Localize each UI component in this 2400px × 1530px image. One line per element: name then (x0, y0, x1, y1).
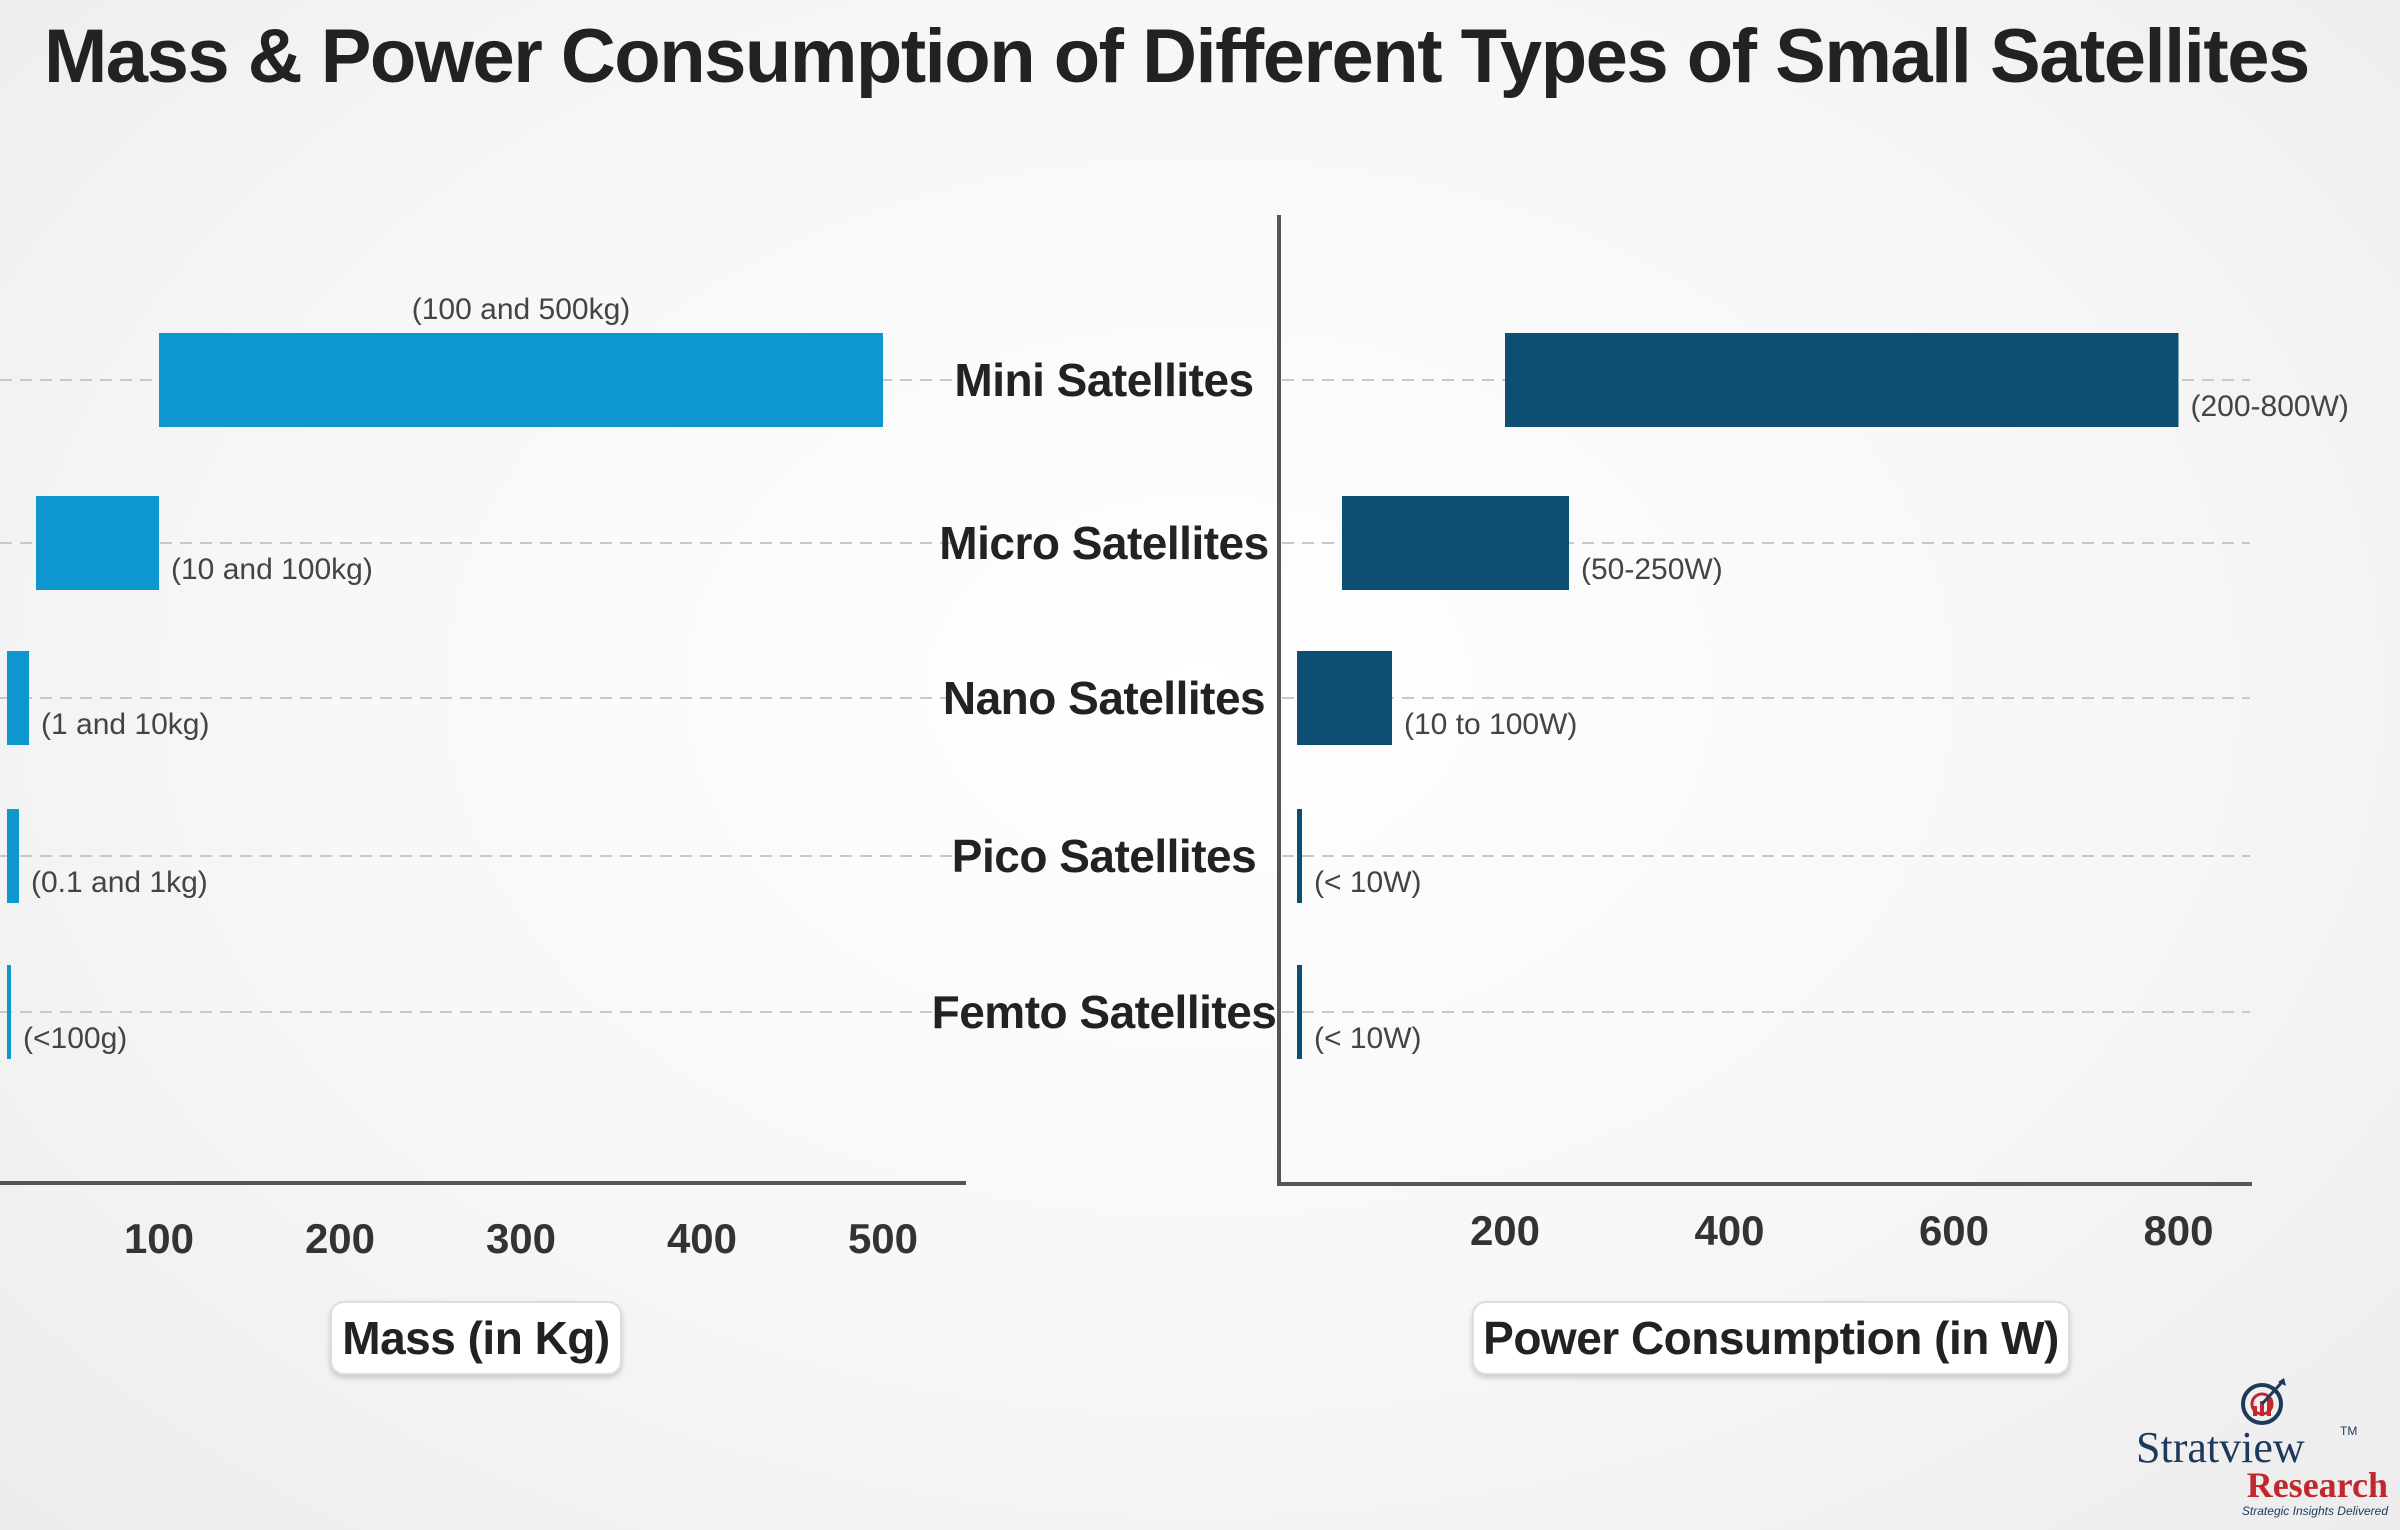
power-bar (1297, 651, 1392, 745)
mass-data-label: (<100g) (23, 1022, 127, 1055)
chart-labels: 100 200 300 400 500 200 400 600 800 Mini Satellit… (23, 293, 2349, 1262)
mass-data-label: (1 and 10kg) (41, 708, 209, 741)
logo-subtitle: Research (2246, 1465, 2388, 1505)
mass-tick-label: 400 (667, 1215, 737, 1262)
category-label: Micro Satellites (939, 517, 1268, 569)
chart-axes (0, 215, 2252, 1186)
power-data-label: (< 10W) (1314, 866, 1422, 899)
mass-axis-title: Mass (in Kg) (330, 1301, 622, 1375)
power-data-label: (50-250W) (1581, 553, 1723, 586)
mass-bar (159, 333, 883, 427)
chart-bars (7, 333, 2179, 1059)
power-data-label: (200-800W) (2191, 390, 2349, 423)
mass-tick-label: 200 (305, 1215, 375, 1262)
mass-tick-label: 100 (124, 1215, 194, 1262)
category-label: Pico Satellites (952, 830, 1256, 882)
power-data-label: (10 to 100W) (1404, 708, 1577, 741)
logo-name: Stratview (2136, 1423, 2305, 1472)
mass-bar (7, 651, 29, 745)
target-arrow-icon (2241, 1378, 2286, 1425)
mass-tick-label: 500 (848, 1215, 918, 1262)
mass-tick-label: 300 (486, 1215, 556, 1262)
mass-data-label: (0.1 and 1kg) (31, 866, 208, 899)
power-tick-label: 200 (1470, 1207, 1540, 1254)
stratview-logo: Stratview TM Research Strategic Insights… (2128, 1376, 2392, 1522)
power-axis-title: Power Consumption (in W) (1472, 1301, 2070, 1375)
power-data-label: (< 10W) (1314, 1022, 1422, 1055)
power-tick-label: 600 (1919, 1207, 1989, 1254)
mass-bar (7, 809, 19, 903)
mass-data-label: (10 and 100kg) (171, 553, 373, 586)
category-label: Mini Satellites (954, 354, 1253, 406)
page-title: Mass & Power Consumption of Different Ty… (44, 14, 2310, 99)
power-bar (1297, 809, 1302, 903)
power-bar (1342, 496, 1569, 590)
power-tick-label: 800 (2143, 1207, 2213, 1254)
category-label: Nano Satellites (943, 672, 1265, 724)
logo-trademark: TM (2340, 1424, 2358, 1438)
power-tick-label: 400 (1694, 1207, 1764, 1254)
category-label: Femto Satellites (932, 986, 1277, 1038)
mass-bar (36, 496, 159, 590)
power-bar (1505, 333, 2179, 427)
mass-bar (7, 965, 11, 1059)
mass-data-label: (100 and 500kg) (412, 293, 631, 326)
power-bar (1297, 965, 1302, 1059)
logo-tagline: Strategic Insights Delivered (2241, 1504, 2388, 1518)
